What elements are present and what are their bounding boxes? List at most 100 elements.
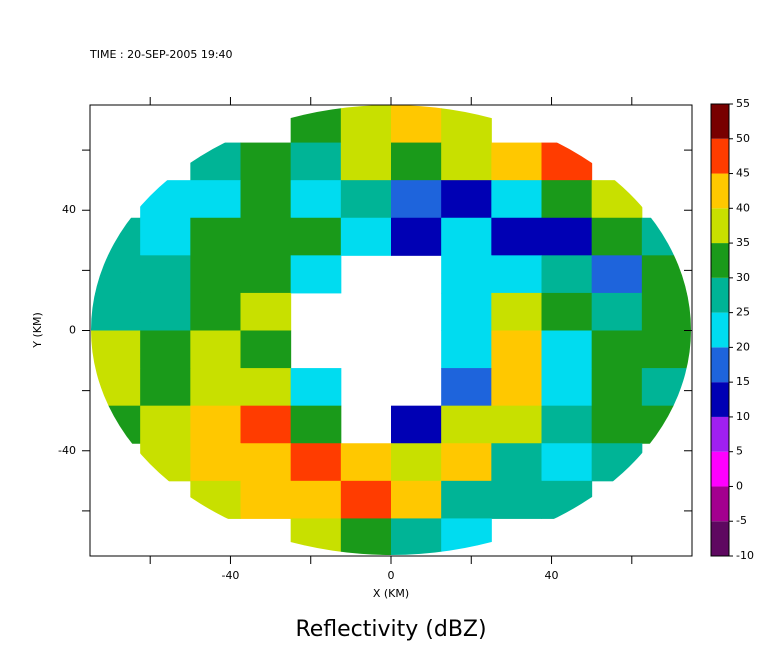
colorbar-tick-label: 50 (736, 132, 750, 145)
reflectivity-cell (641, 217, 691, 256)
reflectivity-cell (91, 330, 141, 369)
reflectivity-cell (491, 255, 542, 294)
y-axis-label: Y (KM) (31, 312, 44, 349)
reflectivity-cell (491, 443, 542, 482)
reflectivity-cell (290, 368, 342, 407)
reflectivity-cell (441, 443, 492, 482)
reflectivity-cell (391, 405, 442, 444)
reflectivity-cell (391, 105, 442, 144)
reflectivity-cell (240, 217, 292, 256)
reflectivity-cell (491, 480, 542, 519)
colorbar-segment (711, 138, 729, 174)
reflectivity-cell (391, 443, 442, 482)
reflectivity-cell (91, 217, 141, 256)
colorbar-segment (711, 104, 729, 139)
reflectivity-cell (240, 405, 292, 444)
reflectivity-cell (91, 255, 141, 294)
reflectivity-cell (190, 443, 241, 482)
reflectivity-cell (441, 518, 492, 555)
reflectivity-cell (240, 180, 292, 219)
reflectivity-cell (190, 217, 241, 256)
reflectivity-cell (391, 180, 442, 219)
colorbar-frame (710, 103, 730, 557)
reflectivity-cell (441, 368, 492, 407)
reflectivity-cell (340, 480, 392, 519)
colorbar-segment (711, 173, 729, 209)
reflectivity-cell (441, 255, 492, 294)
colorbar-segment (711, 243, 729, 278)
reflectivity-cell (491, 180, 542, 219)
reflectivity-cell (140, 405, 191, 444)
reflectivity-cell (290, 180, 342, 219)
colorbar-tick-label: -5 (736, 514, 747, 527)
reflectivity-cell (391, 480, 442, 519)
reflectivity-cell (240, 142, 292, 181)
reflectivity-cell (541, 217, 593, 256)
colorbar-tick-label: 30 (736, 271, 750, 284)
reflectivity-cell (591, 217, 643, 256)
colorbar-segment (711, 451, 729, 487)
reflectivity-cell (340, 142, 392, 181)
reflectivity-cell (391, 518, 442, 555)
reflectivity-cell (541, 142, 593, 181)
reflectivity-cell (441, 330, 492, 369)
reflectivity-cell (491, 330, 542, 369)
reflectivity-cell (591, 405, 643, 444)
reflectivity-cell (441, 405, 492, 444)
reflectivity-cell (591, 368, 643, 407)
colorbar-segment (711, 521, 729, 556)
reflectivity-cell (391, 142, 442, 181)
reflectivity-cell (641, 292, 691, 331)
reflectivity-cell (491, 292, 542, 331)
y-tick-label: -40 (58, 444, 76, 457)
x-axis-label: X (KM) (373, 587, 409, 600)
x-tick-label: -40 (221, 569, 239, 582)
reflectivity-cell (190, 330, 241, 369)
reflectivity-cell (641, 255, 691, 294)
reflectivity-cell (391, 217, 442, 256)
reflectivity-cell (140, 330, 191, 369)
reflectivity-cell (641, 405, 691, 444)
reflectivity-cell (91, 368, 141, 407)
reflectivity-cell (290, 217, 342, 256)
reflectivity-cell (290, 443, 342, 482)
y-tick-label: 0 (69, 324, 76, 337)
colorbar-tick-label: 55 (736, 97, 750, 110)
reflectivity-cell (190, 405, 241, 444)
reflectivity-cell (541, 443, 593, 482)
reflectivity-cell (190, 255, 241, 294)
reflectivity-cell (190, 292, 241, 331)
reflectivity-cell (641, 330, 691, 369)
colorbar-tick-label: 5 (736, 445, 743, 458)
colorbar-tick-label: 25 (736, 306, 750, 319)
reflectivity-cell (190, 142, 241, 181)
reflectivity-cell (591, 292, 643, 331)
reflectivity-cell (591, 180, 643, 219)
reflectivity-cell (541, 255, 593, 294)
colorbar-segment (711, 382, 729, 417)
time-label: TIME : 20-SEP-2005 19:40 (89, 48, 233, 61)
reflectivity-cell (441, 217, 492, 256)
reflectivity-cell (290, 518, 342, 555)
reflectivity-cell (240, 443, 292, 482)
reflectivity-cell (591, 330, 643, 369)
colorbar-tick-label: 15 (736, 375, 750, 388)
reflectivity-cell (91, 292, 141, 331)
reflectivity-cell (240, 330, 292, 369)
reflectivity-cell (290, 405, 342, 444)
reflectivity-cell (190, 480, 241, 519)
reflectivity-cell (140, 368, 191, 407)
reflectivity-cell (441, 105, 492, 144)
colorbar-segment (711, 208, 729, 244)
reflectivity-cell (541, 180, 593, 219)
reflectivity-cell (541, 405, 593, 444)
reflectivity-cell (140, 217, 191, 256)
colorbar-tick-label: 40 (736, 201, 750, 214)
reflectivity-cell (190, 180, 241, 219)
colorbar-tick-label: 35 (736, 236, 750, 249)
x-tick-label: 0 (388, 569, 395, 582)
reflectivity-cell (441, 180, 492, 219)
reflectivity-cell (591, 443, 643, 482)
reflectivity-cell (340, 180, 392, 219)
